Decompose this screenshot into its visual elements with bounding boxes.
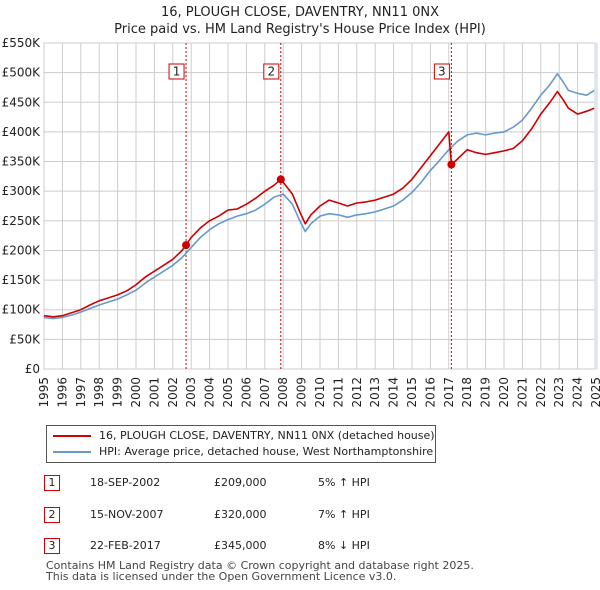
y-tick-label: £550K — [2, 36, 42, 50]
transaction-price: £345,000 — [214, 539, 267, 552]
transaction-price: £320,000 — [214, 508, 267, 521]
x-tick-label: 2020 — [497, 377, 511, 408]
transaction-badge: 3 — [44, 538, 60, 554]
x-tick-label: 2021 — [515, 377, 529, 408]
chart-title: 16, PLOUGH CLOSE, DAVENTRY, NN11 0NX Pri… — [0, 4, 600, 38]
x-tick-label: 2003 — [184, 377, 198, 408]
x-tick-label: 2019 — [479, 377, 493, 408]
y-tick-label: £200K — [2, 243, 42, 257]
x-tick-label: 2017 — [442, 377, 456, 408]
transaction-price: £209,000 — [214, 476, 267, 489]
transaction-hpi: 8% ↓ HPI — [318, 539, 370, 552]
y-axis-ticks: £0 £50K £100K £150K £200K £250K £300K £350K £400… — [2, 36, 42, 376]
y-tick-label: £100K — [2, 303, 42, 317]
x-tick-label: 2018 — [460, 377, 474, 408]
price-paid-line — [43, 90, 595, 318]
y-tick-label: £300K — [2, 184, 42, 198]
y-tick-label: £400K — [2, 125, 42, 139]
transaction-label-number: 3 — [438, 65, 446, 79]
transaction-label-box — [168, 63, 185, 80]
x-tick-label: 2008 — [276, 377, 290, 408]
series-layer — [43, 73, 595, 320]
x-tick-label: 2007 — [258, 377, 272, 408]
y-tick-label: £450K — [2, 95, 42, 109]
x-tick-label: 2009 — [295, 377, 309, 408]
y-tick-label: £150K — [2, 273, 42, 287]
x-tick-label: 2001 — [147, 377, 161, 408]
forecast-shade — [594, 43, 598, 369]
x-tick-label: 2005 — [221, 377, 235, 408]
legend-price-label: 16, PLOUGH CLOSE, DAVENTRY, NN11 0NX (de… — [99, 429, 435, 442]
x-tick-label: 2023 — [552, 377, 566, 408]
legend: 16, PLOUGH CLOSE, DAVENTRY, NN11 0NX (de… — [46, 425, 436, 463]
transaction-hpi: 7% ↑ HPI — [318, 508, 370, 521]
transaction-date: 22-FEB-2017 — [90, 539, 161, 552]
legend-item-hpi: HPI: Average price, detached house, West… — [53, 444, 433, 460]
transaction-date: 15-NOV-2007 — [90, 508, 164, 521]
transaction-badge: 1 — [44, 475, 60, 491]
legend-item-price: 16, PLOUGH CLOSE, DAVENTRY, NN11 0NX (de… — [53, 428, 435, 444]
x-tick-label: 2000 — [129, 377, 143, 408]
transaction-label-number: 1 — [173, 65, 181, 79]
x-tick-label: 2011 — [331, 377, 345, 408]
footer: Contains HM Land Registry data © Crown c… — [46, 560, 474, 582]
x-tick-label: 1996 — [55, 377, 69, 408]
transaction-row: 1 18-SEP-2002 £209,000 5% ↑ HPI — [44, 473, 584, 493]
x-tick-label: 2015 — [405, 377, 419, 408]
y-tick-label: £350K — [2, 155, 42, 169]
y-tick-label: £250K — [2, 214, 42, 228]
x-tick-label: 1999 — [111, 377, 125, 408]
y-tick-label: £50K — [9, 332, 41, 346]
legend-hpi-label: HPI: Average price, detached house, West… — [99, 445, 434, 458]
transaction-markers: 1 2 3 — [168, 63, 456, 250]
transaction-badge: 2 — [44, 507, 60, 523]
hpi-line — [43, 73, 595, 320]
shade-layer — [594, 43, 598, 369]
x-tick-label: 1998 — [92, 377, 106, 408]
x-tick-label: 2014 — [387, 377, 401, 408]
x-tick-label: 2024 — [571, 377, 585, 408]
x-tick-label: 2002 — [166, 377, 180, 408]
transaction-dot — [276, 175, 285, 184]
x-tick-label: 2010 — [313, 377, 327, 408]
transaction-dot — [182, 241, 191, 250]
transaction-dot — [447, 160, 456, 169]
grid-layer — [43, 42, 597, 370]
price-chart: 1 2 3 £0 £50K £100K £150K £200K £250K £300K £350K… — [2, 36, 600, 408]
chart-title-line1: 16, PLOUGH CLOSE, DAVENTRY, NN11 0NX — [160, 5, 440, 20]
transaction-date: 18-SEP-2002 — [90, 476, 161, 489]
transaction-label-number: 2 — [267, 65, 275, 79]
transaction-label-box — [433, 63, 450, 80]
chart-title-line2: Price paid vs. HM Land Registry's House … — [114, 22, 486, 37]
x-tick-label: 2012 — [350, 377, 364, 408]
x-tick-label: 2022 — [534, 377, 548, 408]
x-tick-label: 1995 — [37, 377, 51, 408]
x-tick-label: 1997 — [74, 377, 88, 408]
transaction-hpi: 5% ↑ HPI — [318, 476, 370, 489]
x-axis-ticks: 1995 1996 1997 1998 1999 2000 2001 2002 2003 2004… — [37, 377, 600, 408]
x-tick-label: 2006 — [239, 377, 253, 408]
legend-hpi-line — [53, 451, 91, 453]
y-tick-label: £0 — [25, 362, 40, 376]
transaction-row: 3 22-FEB-2017 £345,000 8% ↓ HPI — [44, 536, 584, 556]
x-tick-label: 2025 — [589, 377, 600, 408]
footer-line2: This data is licensed under the Open Gov… — [46, 570, 397, 583]
legend-price-line — [53, 435, 91, 437]
x-tick-label: 2016 — [423, 377, 437, 408]
x-tick-label: 2013 — [368, 377, 382, 408]
transaction-label-box — [263, 63, 280, 80]
x-tick-label: 2004 — [203, 377, 217, 408]
footer-line1: Contains HM Land Registry data © Crown c… — [46, 559, 474, 572]
y-tick-label: £500K — [2, 66, 42, 80]
transaction-row: 2 15-NOV-2007 £320,000 7% ↑ HPI — [44, 505, 584, 525]
